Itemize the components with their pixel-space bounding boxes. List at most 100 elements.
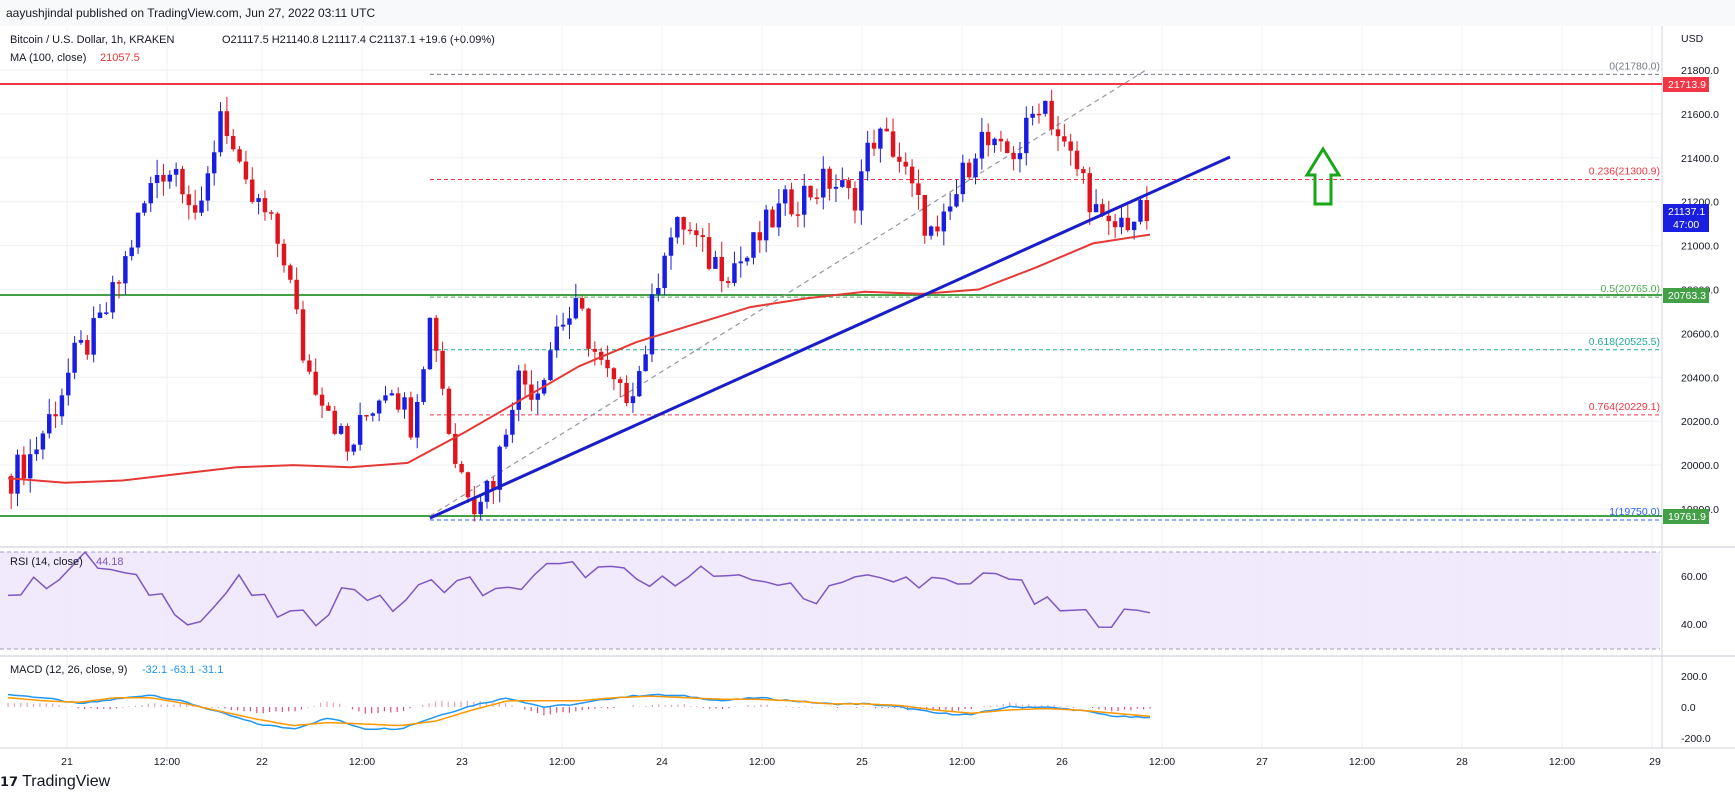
candle-up xyxy=(123,256,128,284)
candle-up xyxy=(763,209,769,241)
candle-down xyxy=(624,382,629,404)
candle-up xyxy=(205,173,211,201)
header-bar: aayushjindal published on TradingView.co… xyxy=(0,0,1735,26)
candle-down xyxy=(300,309,306,361)
candle-up xyxy=(510,409,515,435)
time-tick: 27 xyxy=(1256,756,1268,768)
time-tick: 24 xyxy=(656,756,668,768)
fib-retracement[interactable] xyxy=(430,73,1662,521)
candle-up xyxy=(744,257,750,262)
candle-down xyxy=(1144,200,1150,221)
candle-down xyxy=(884,128,889,132)
candle-down xyxy=(1005,141,1010,154)
fib-diagonal xyxy=(429,69,1147,517)
candle-down xyxy=(770,209,775,228)
candle-up xyxy=(478,501,483,515)
candle-up xyxy=(516,370,521,410)
candle-up xyxy=(668,237,674,256)
candle-down xyxy=(808,185,813,198)
candle-up xyxy=(1030,113,1035,118)
candle-up xyxy=(840,180,845,187)
time-tick: 12:00 xyxy=(1349,756,1375,768)
macd-tick: -200.0 xyxy=(1681,733,1711,745)
candle-up xyxy=(47,414,52,434)
candle-down xyxy=(269,212,274,214)
fib-level-label: 0.236(21300.9) xyxy=(1589,166,1660,178)
candle-up xyxy=(503,434,509,447)
support-low-badge xyxy=(1663,509,1709,524)
ma-100-line xyxy=(7,233,1151,484)
candle-up xyxy=(370,413,376,416)
candle-up xyxy=(357,415,363,445)
candle-down xyxy=(586,308,591,349)
candle-down xyxy=(719,256,724,282)
macd-axis-ticks: 200.0 0.0 -200.0 xyxy=(1681,671,1711,745)
candle-up xyxy=(91,318,96,355)
candle-down xyxy=(700,235,705,238)
time-tick: 22 xyxy=(256,756,268,768)
candle-up xyxy=(941,211,947,232)
candle-up xyxy=(821,168,826,198)
candle-down xyxy=(345,426,350,452)
candle-down xyxy=(294,279,299,310)
candle-down xyxy=(706,237,712,269)
candle-up xyxy=(199,200,204,213)
candle-up xyxy=(154,174,160,184)
candle-up xyxy=(338,426,344,434)
chart-canvas[interactable]: Bitcoin / U.S. Dollar, 1h, KRAKEN O21117… xyxy=(0,0,1735,773)
symbol-legend: Bitcoin / U.S. Dollar, 1h, KRAKEN xyxy=(10,34,175,46)
candle-up xyxy=(560,324,566,327)
candle-down xyxy=(472,497,477,515)
candle-up xyxy=(878,128,883,149)
candle-down xyxy=(897,156,902,162)
candle-down xyxy=(681,216,686,230)
trendline[interactable] xyxy=(429,155,1231,520)
price-tick: 21800.0 xyxy=(1681,65,1719,77)
candle-down xyxy=(985,131,991,146)
macd-tick: 0.0 xyxy=(1681,702,1696,714)
candle-down xyxy=(408,397,414,438)
macd-legend-label: MACD (12, 26, close, 9) xyxy=(10,664,127,676)
candle-up xyxy=(973,158,978,178)
ma-legend-label: MA (100, close) xyxy=(10,52,86,64)
resistance-badge xyxy=(1663,77,1709,92)
rsi-tick: 60.00 xyxy=(1681,571,1707,583)
candle-up xyxy=(72,342,77,373)
candle-down xyxy=(795,214,801,216)
support-mid-badge xyxy=(1663,288,1709,303)
candle-down xyxy=(935,226,940,232)
candle-up xyxy=(928,226,934,236)
candle-down xyxy=(364,415,369,417)
candle-up xyxy=(649,294,655,355)
time-tick: 12:00 xyxy=(749,756,775,768)
candle-down xyxy=(1100,204,1105,216)
candle-down xyxy=(243,161,249,180)
candle-up xyxy=(782,189,788,204)
candle-down xyxy=(1081,169,1086,174)
candle-down xyxy=(1068,141,1073,151)
candle-up xyxy=(389,393,395,396)
candle-down xyxy=(1036,113,1042,116)
candle-up xyxy=(630,396,636,404)
candle-down xyxy=(21,454,27,479)
candle-up xyxy=(548,350,553,381)
candle-up xyxy=(66,372,71,396)
candle-up xyxy=(15,454,20,494)
time-tick: 12:00 xyxy=(1149,756,1175,768)
macd-tick: 200.0 xyxy=(1681,671,1707,683)
candle-down xyxy=(459,463,464,473)
candle-up xyxy=(535,393,540,400)
rsi-legend-value: 44.18 xyxy=(96,556,124,568)
candle-down xyxy=(1049,100,1054,130)
candle-up xyxy=(148,183,153,204)
candle-down xyxy=(332,410,337,434)
candle-up xyxy=(776,203,782,228)
candle-up xyxy=(675,216,680,238)
candle-down xyxy=(53,414,58,417)
support-mid-badge-text: 20763.3 xyxy=(1668,290,1706,302)
candle-down xyxy=(231,136,236,150)
price-tick: 21400.0 xyxy=(1681,153,1719,165)
candle-up xyxy=(427,317,433,370)
time-tick: 12:00 xyxy=(349,756,375,768)
candle-up xyxy=(960,162,966,195)
